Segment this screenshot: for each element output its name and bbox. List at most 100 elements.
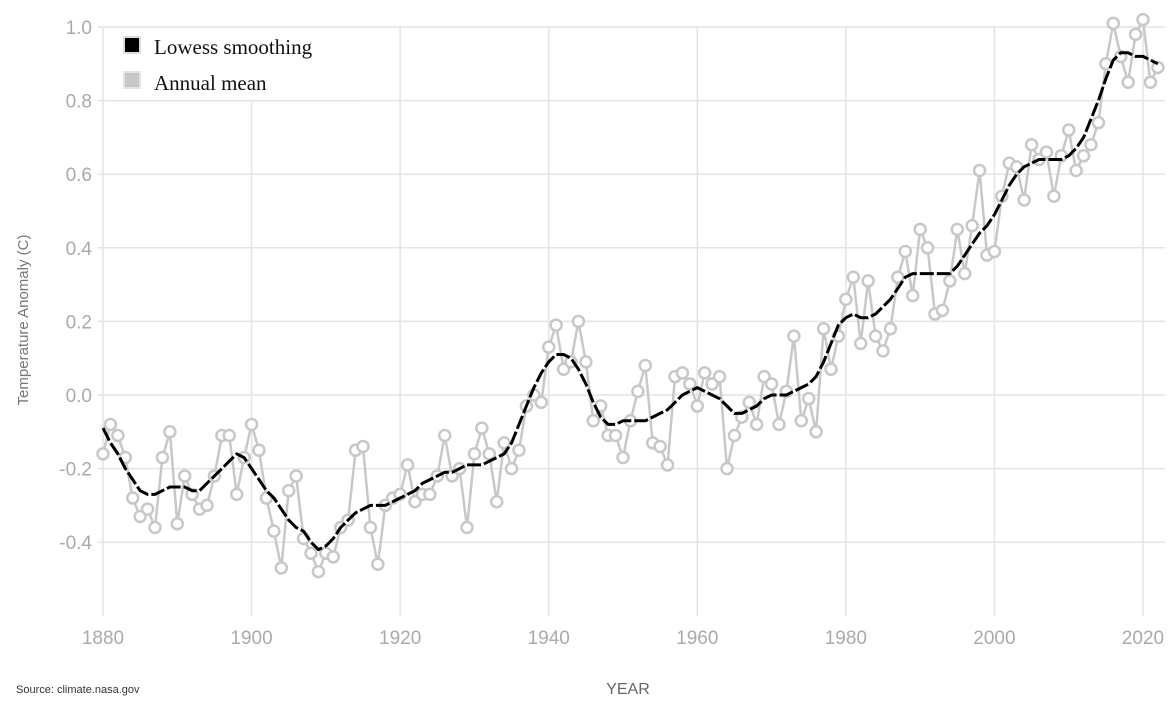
- annual-mean-point: [861, 274, 875, 288]
- annual-mean-point: [534, 395, 549, 410]
- annual-mean-point: [727, 428, 742, 443]
- grid: [98, 26, 1165, 616]
- annual-mean-point: [148, 520, 162, 535]
- annual-mean-point: [1017, 193, 1031, 207]
- annual-mean-point: [876, 344, 890, 358]
- legend-swatch-lowess: [123, 36, 141, 54]
- annual-mean-point: [222, 428, 237, 443]
- annual-mean-point: [229, 487, 244, 502]
- annual-mean-point: [675, 366, 690, 380]
- annual-mean-point: [683, 377, 697, 391]
- x-tick-label: 1980: [825, 628, 867, 649]
- annual-mean-point: [801, 391, 816, 406]
- x-tick-label: 2020: [1122, 628, 1164, 649]
- annual-mean-point: [631, 384, 645, 399]
- legend: Lowess smoothing Annual mean: [108, 28, 366, 100]
- annual-mean-point: [846, 270, 861, 284]
- annual-mean-point: [140, 502, 155, 516]
- annual-mean-point: [274, 561, 289, 575]
- annual-mean-point: [163, 425, 177, 439]
- annual-mean-point: [267, 524, 281, 538]
- annual-mean-point: [660, 458, 675, 472]
- annual-mean-point: [720, 461, 734, 476]
- lowess-series: [101, 51, 1159, 552]
- annual-mean-point: [244, 417, 259, 432]
- annual-mean-point: [579, 355, 593, 369]
- annual-mean-point: [1076, 149, 1091, 163]
- annual-mean-point: [155, 450, 170, 465]
- annual-mean-point: [839, 292, 853, 307]
- legend-swatch-annual: [123, 71, 141, 89]
- annual-mean-point: [816, 322, 831, 336]
- annual-mean-point: [920, 241, 935, 255]
- annual-mean-point: [950, 222, 965, 237]
- annual-mean-point: [356, 439, 370, 454]
- annual-mean-point: [809, 425, 823, 439]
- x-tick-label: 1920: [379, 628, 421, 649]
- annual-mean-point: [400, 458, 415, 472]
- annual-mean-point: [96, 447, 110, 461]
- annual-mean-point: [489, 494, 504, 509]
- annual-mean-point: [868, 329, 883, 343]
- annual-mean-point: [957, 266, 972, 281]
- annual-mean-point: [200, 498, 214, 513]
- annual-mean-point: [467, 447, 482, 461]
- annual-mean-line: [101, 15, 1160, 575]
- annual-mean-point: [616, 450, 630, 465]
- annual-mean-point: [853, 336, 868, 351]
- annual-mean-point: [170, 517, 185, 531]
- annual-mean-point: [913, 222, 927, 237]
- annual-mean-point: [772, 417, 786, 432]
- annual-mean-point: [482, 447, 497, 461]
- annual-mean-point: [103, 417, 118, 432]
- annual-mean-point: [935, 303, 950, 318]
- x-axis-ticks: 1880 1900 1920 1940 1960 1980 2000 2020: [82, 628, 1164, 649]
- annual-mean-point: [794, 414, 809, 428]
- x-tick-label: 1960: [676, 628, 718, 649]
- x-tick-label: 1900: [230, 628, 272, 649]
- annual-mean-point: [824, 362, 838, 376]
- annual-mean-point: [475, 421, 489, 435]
- legend-background: [108, 28, 366, 100]
- annual-mean-point: [943, 274, 957, 288]
- annual-mean-point: [497, 436, 511, 450]
- annual-mean-point: [608, 428, 623, 443]
- annual-mean-point: [1039, 145, 1054, 159]
- annual-mean-point: [541, 340, 556, 354]
- annual-mean-point: [787, 329, 801, 343]
- annual-mean-point: [304, 546, 318, 560]
- y-tick-label: 0.6: [66, 165, 92, 186]
- annual-mean-point: [177, 469, 192, 483]
- annual-mean-point: [742, 395, 757, 410]
- annual-mean-point: [1106, 16, 1121, 31]
- annual-mean-point: [423, 487, 437, 502]
- annual-mean-point: [111, 428, 125, 443]
- annual-mean-point: [712, 369, 727, 384]
- annual-mean-point: [1047, 189, 1061, 204]
- annual-mean-point: [125, 491, 140, 505]
- y-tick-label: -0.2: [59, 460, 92, 481]
- annual-mean-point: [549, 318, 563, 332]
- annual-mean-point: [289, 469, 303, 483]
- x-tick-label: 2000: [973, 628, 1015, 649]
- annual-mean-point: [504, 461, 519, 476]
- annual-mean-point: [1143, 75, 1158, 89]
- annual-mean-point: [311, 564, 326, 579]
- y-axis-label: Temperature Anomaly (C): [15, 235, 32, 406]
- source-note: Source: climate.nasa.gov: [16, 684, 140, 696]
- annual-mean-point: [905, 288, 920, 303]
- annual-mean-point: [891, 270, 905, 284]
- annual-mean-point: [972, 163, 987, 178]
- y-tick-label: 0.2: [66, 312, 92, 333]
- x-tick-label: 1940: [528, 628, 570, 649]
- annual-mean-point: [898, 244, 913, 259]
- annual-mean-point: [1069, 163, 1083, 178]
- annual-mean-point: [1136, 12, 1150, 27]
- annual-mean-point: [586, 414, 601, 428]
- annual-mean-point: [437, 428, 452, 443]
- y-tick-label: 0.0: [66, 386, 92, 407]
- x-tick-label: 1880: [82, 628, 124, 649]
- annual-mean-point: [1151, 60, 1165, 75]
- annual-mean-point: [363, 520, 378, 535]
